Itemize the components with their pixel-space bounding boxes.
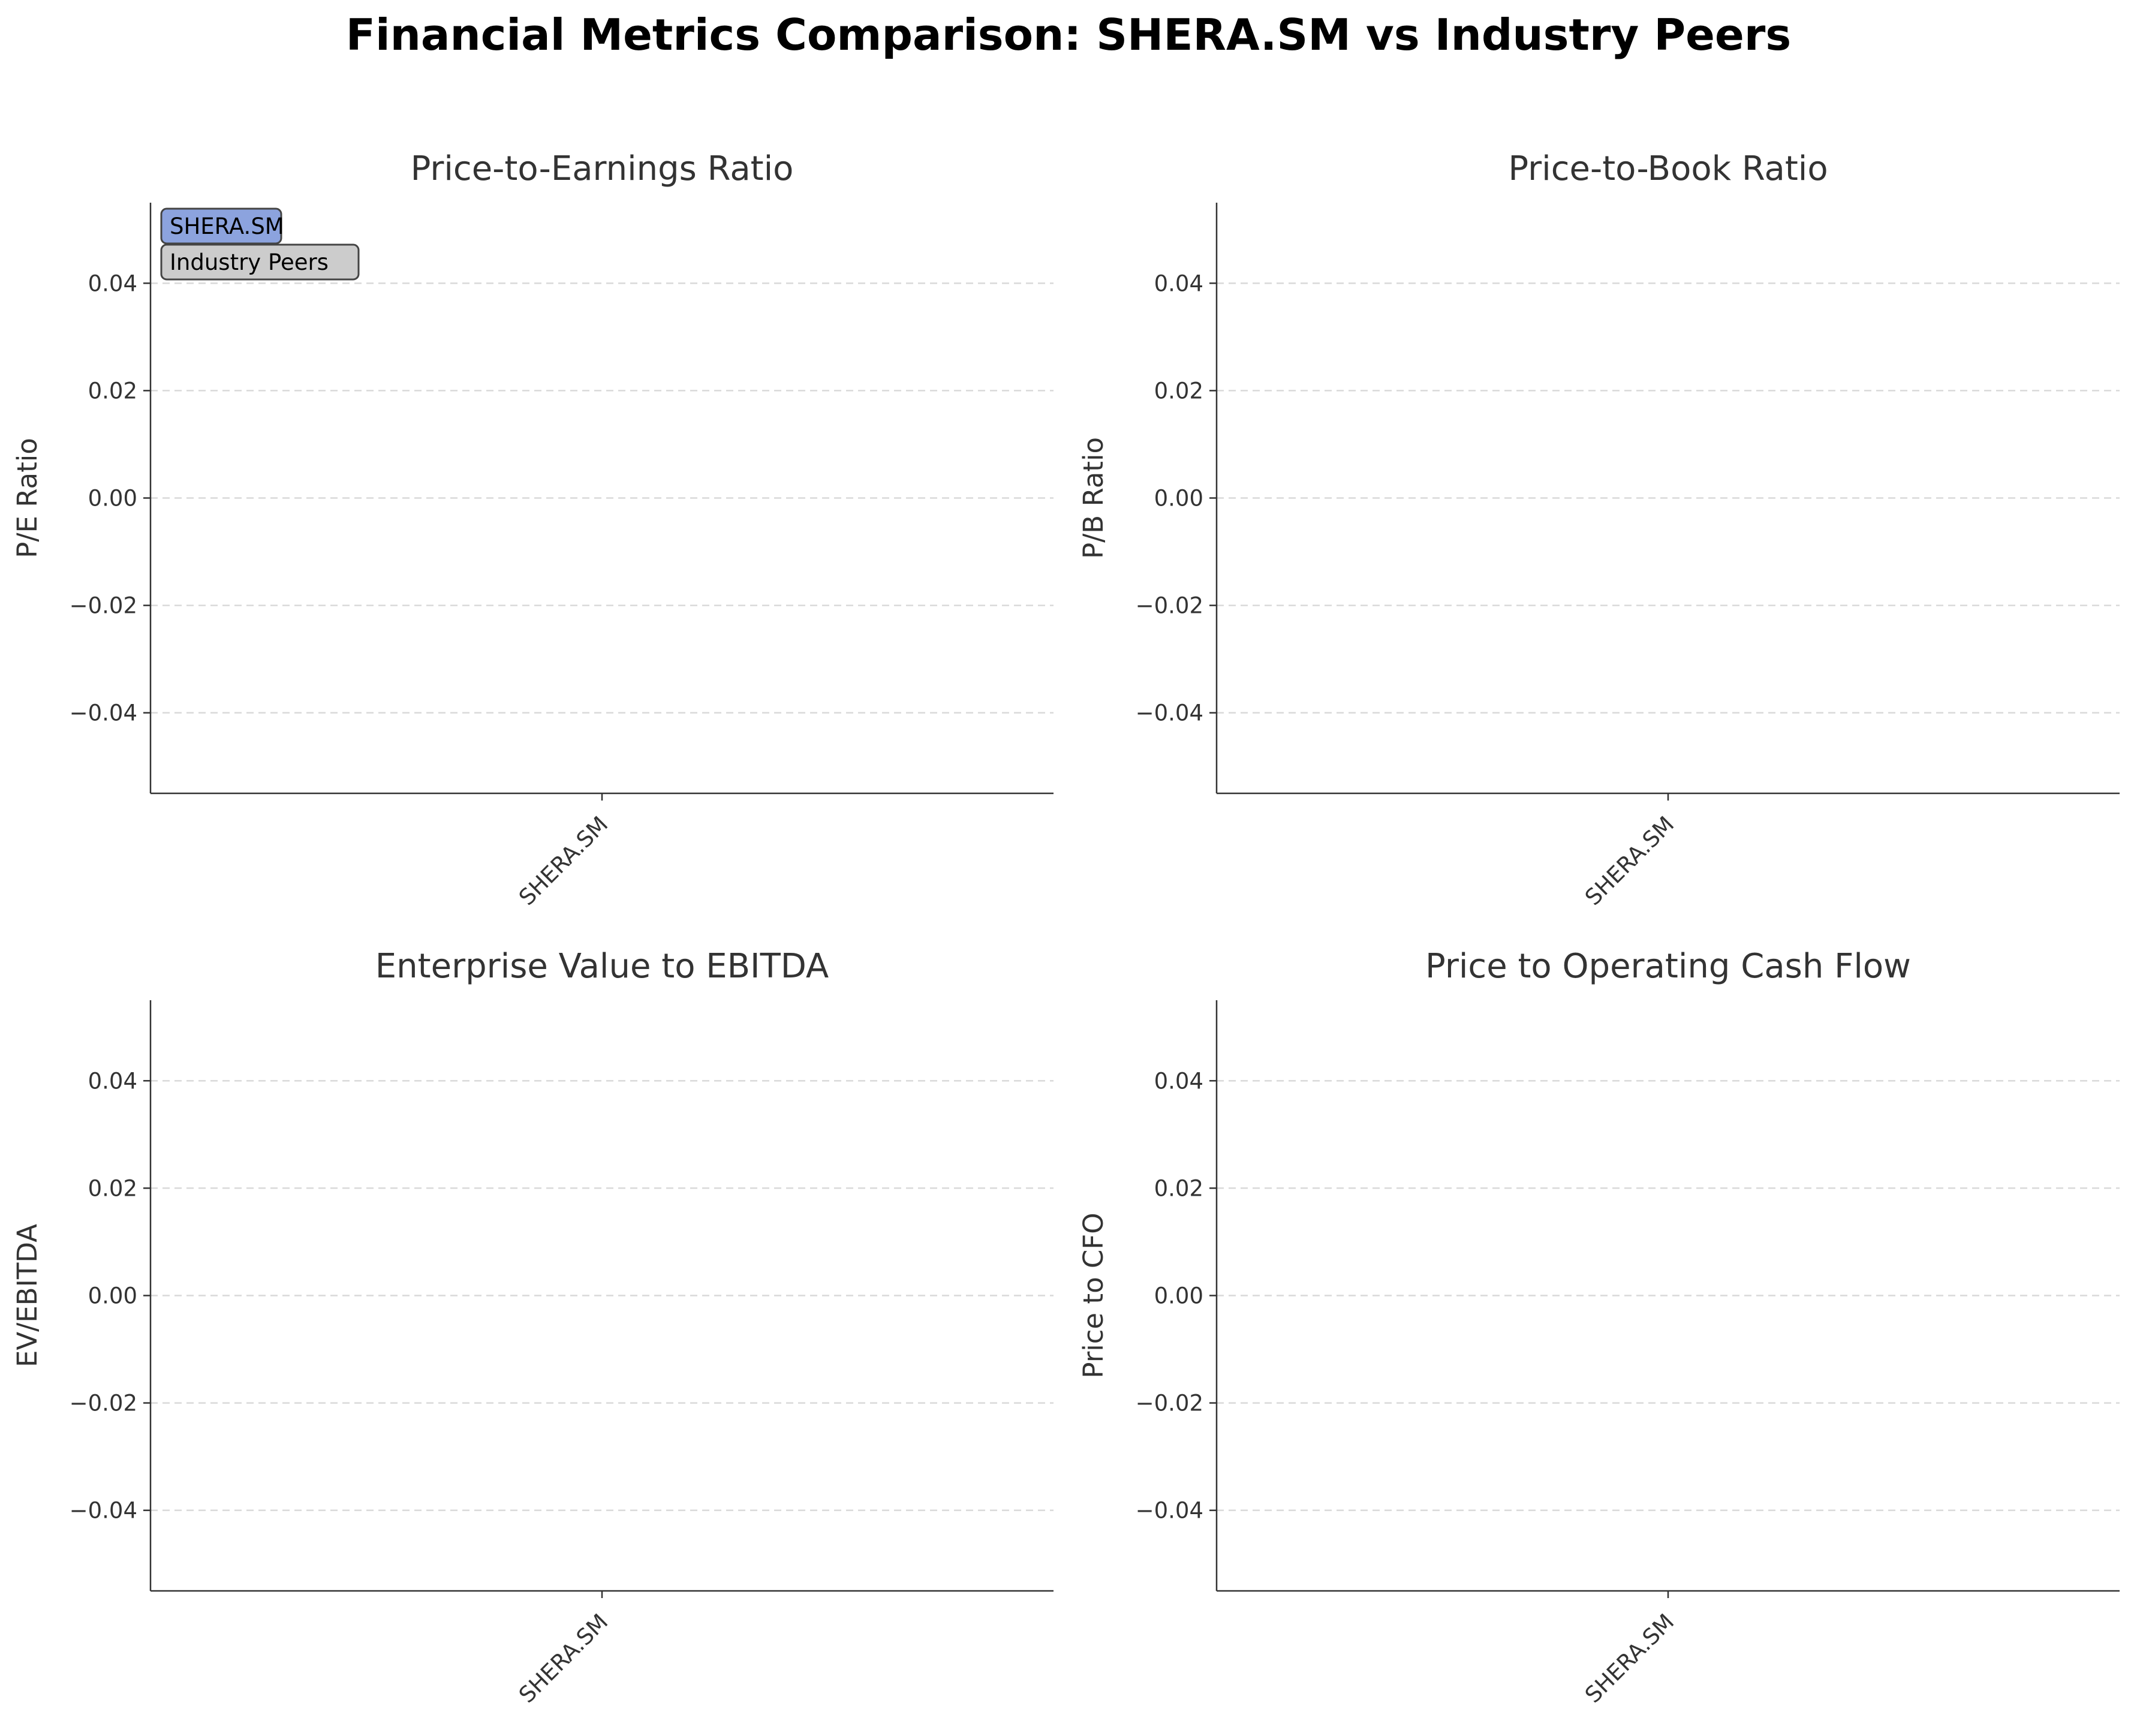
y-tick-label: 0.00	[1154, 486, 1203, 512]
y-tick-label: −0.02	[1136, 1391, 1203, 1416]
subplot-1: −0.04 −0.02 0.00 0.02 0.04 SHERA.SM Price-to-E…	[11, 149, 1054, 910]
legend-label: SHERA.SM	[170, 213, 284, 239]
y-tick-label: −0.04	[70, 1498, 137, 1524]
y-tick-label: −0.04	[1136, 1498, 1203, 1524]
subplot-2: −0.04 −0.02 0.00 0.02 0.04 SHERA.SM Price-to-B…	[1077, 149, 2120, 910]
subplot-title: Price-to-Earnings Ratio	[411, 149, 794, 188]
y-tick-label: −0.04	[1136, 700, 1203, 726]
y-tick-label: 0.04	[1154, 1068, 1203, 1094]
subplot-4: −0.04 −0.02 0.00 0.02 0.04 SHERA.SM Price to O…	[1077, 947, 2120, 1708]
y-tick-label: −0.04	[70, 700, 137, 726]
y-axis-label: EV/EBITDA	[11, 1224, 43, 1367]
y-tick-label: 0.04	[1154, 270, 1203, 296]
figure-title: Financial Metrics Comparison: SHERA.SM v…	[345, 10, 1792, 60]
y-axis-label: Price to CFO	[1077, 1213, 1109, 1378]
y-tick-label: 0.00	[1154, 1283, 1203, 1309]
y-axis-label: P/B Ratio	[1077, 437, 1109, 559]
subplot-title: Enterprise Value to EBITDA	[375, 947, 829, 986]
y-tick-label: 0.02	[88, 378, 137, 404]
y-tick-label: 0.04	[88, 1068, 137, 1094]
legend-label: Industry Peers	[170, 249, 329, 275]
legend: SHERA.SM Industry Peers	[160, 207, 360, 281]
subplot-title: Price to Operating Cash Flow	[1425, 947, 1911, 986]
y-tick-label: 0.02	[1154, 1175, 1203, 1201]
subplot-3: −0.04 −0.02 0.00 0.02 0.04 SHERA.SM Enterprise…	[11, 947, 1054, 1708]
y-tick-label: 0.04	[88, 270, 137, 296]
x-tick-label: SHERA.SM	[514, 1609, 613, 1708]
subplot-title: Price-to-Book Ratio	[1508, 149, 1828, 188]
y-tick-label: −0.02	[70, 593, 137, 619]
y-tick-label: 0.02	[88, 1175, 137, 1201]
legend-box	[160, 207, 282, 245]
y-tick-label: 0.00	[88, 1283, 137, 1309]
x-tick-label: SHERA.SM	[1580, 811, 1679, 910]
x-tick-label: SHERA.SM	[514, 811, 613, 910]
legend-box	[160, 243, 360, 281]
x-tick-label: SHERA.SM	[1580, 1609, 1679, 1708]
y-axis-label: P/E Ratio	[11, 438, 43, 558]
y-tick-label: −0.02	[70, 1391, 137, 1416]
y-tick-label: −0.02	[1136, 593, 1203, 619]
y-tick-label: 0.00	[88, 486, 137, 512]
y-tick-label: 0.02	[1154, 378, 1203, 404]
